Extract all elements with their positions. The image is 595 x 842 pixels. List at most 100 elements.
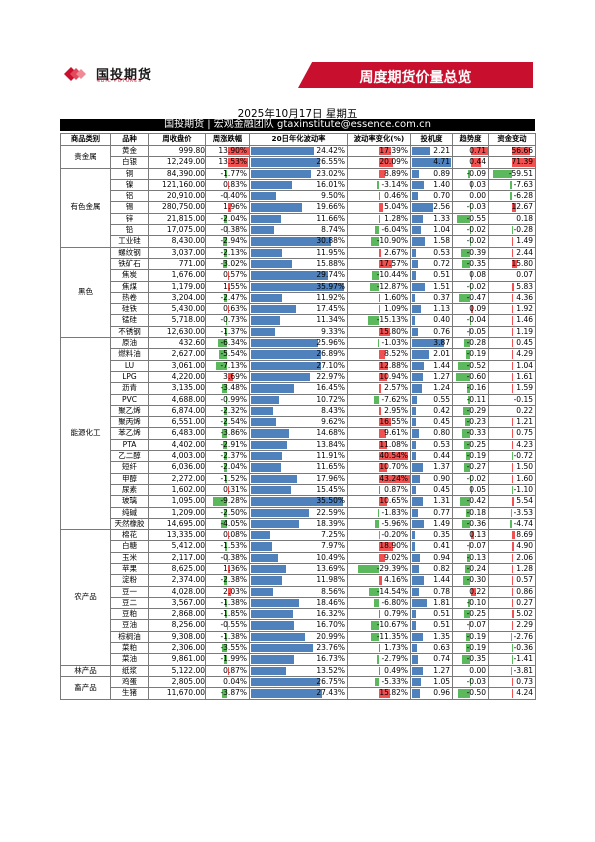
- cell-value: 13.84%: [316, 439, 345, 449]
- header-speculation: 投机度: [410, 133, 453, 146]
- cell-value: 56.66: [511, 146, 533, 155]
- cell-value: -1.41: [513, 654, 533, 664]
- capital-flow: 0.07: [488, 269, 536, 282]
- product-name: 尿素: [110, 483, 149, 497]
- data-bar: [464, 610, 471, 619]
- close-price: 771.00: [148, 257, 206, 271]
- cell-value: 13.52%: [316, 665, 345, 675]
- data-bar: [412, 677, 421, 687]
- volatility-change: 2.67%: [347, 246, 411, 259]
- weekly-change: 0.83%: [205, 178, 250, 192]
- cell-value: 0.77: [433, 507, 450, 517]
- cell-value: 0.44: [469, 157, 486, 167]
- data-bar: [461, 519, 471, 529]
- data-bar: [251, 339, 319, 348]
- cell-value: 1.44: [433, 575, 450, 585]
- cell-value: 0.87%: [384, 484, 408, 494]
- volatility-change: 8.52%: [347, 348, 411, 361]
- trend-degree: 0.05: [452, 483, 489, 497]
- cell-value: -2.38%: [220, 575, 247, 585]
- volatility-20d: 13.52%: [249, 664, 348, 677]
- data-bar: [251, 271, 328, 280]
- cell-value: 0.31%: [223, 484, 247, 494]
- volatility-change: -6.04%: [347, 224, 411, 237]
- header-capital-flow: 资金变动: [488, 133, 536, 146]
- product-name: 菜粕: [110, 642, 149, 655]
- cell-value: -0.25: [466, 609, 486, 619]
- volatility-change: -6.80%: [347, 596, 411, 610]
- capital-flow: 15.80: [488, 257, 536, 271]
- cell-value: 2.44: [516, 247, 533, 257]
- volatility-20d: 7.25%: [249, 529, 348, 542]
- close-price: 5,718.00: [148, 314, 206, 327]
- cell-value: 0.08%: [223, 530, 247, 540]
- data-bar: [412, 610, 417, 619]
- volatility-change: -5.96%: [347, 517, 411, 531]
- speculation-ratio: 4.71: [410, 156, 453, 169]
- volatility-20d: 26.55%: [249, 156, 348, 169]
- data-bar: [379, 203, 383, 212]
- data-bar: [412, 632, 424, 642]
- trend-degree: -0.02: [452, 224, 489, 237]
- volatility-change: -1.83%: [347, 506, 411, 519]
- capital-flow: 1.92: [488, 303, 536, 316]
- capital-flow: -2.76: [488, 630, 536, 644]
- data-bar: [509, 180, 512, 190]
- table-row: LPG 4,220.00 3.69% 22.97% 10.94% 1.27 -0.60 1.6…: [61, 370, 536, 384]
- volatility-change: -10.44%: [347, 269, 411, 282]
- volatility-20d: 13.84%: [249, 438, 348, 452]
- cell-value: 15.80%: [379, 326, 408, 336]
- speculation-ratio: 0.51: [410, 269, 453, 282]
- product-name: 铅: [110, 224, 149, 237]
- trend-degree: -0.03: [452, 201, 489, 214]
- table-row: 铁矿石 771.00 -3.02% 15.88% 17.57% 0.72 -0.35 15.8…: [61, 257, 536, 271]
- trend-degree: -0.29: [452, 404, 489, 418]
- cell-value: 0.83%: [223, 179, 247, 189]
- cell-value: 4.16%: [384, 575, 408, 585]
- cell-value: -0.16: [466, 383, 486, 393]
- cell-value: 16.01%: [316, 179, 345, 189]
- close-price: 8,430.00: [148, 235, 206, 248]
- capital-flow: 1.60: [488, 472, 536, 485]
- category-cell: 黑色: [60, 246, 111, 339]
- close-price: 8,625.00: [148, 562, 206, 576]
- product-name: 螺纹钢: [110, 246, 149, 259]
- cell-value: -0.35: [466, 258, 486, 268]
- data-bar: [379, 610, 380, 619]
- cell-value: 1.60%: [384, 292, 408, 302]
- cell-value: -0.05: [466, 326, 486, 336]
- cell-value: 5.83: [516, 281, 533, 291]
- data-bar: [379, 305, 380, 314]
- cell-value: 18.90%: [379, 541, 408, 551]
- table-row: 棕榈油 9,308.00 -1.38% 20.99% -11.35% 1.35 -0.19 -…: [61, 630, 536, 644]
- speculation-ratio: 0.94: [410, 551, 453, 564]
- data-bar: [221, 689, 228, 698]
- cell-value: -0.33: [466, 428, 486, 438]
- weekly-change: -3.87%: [205, 687, 250, 700]
- product-name: 铜: [110, 167, 149, 180]
- trend-degree: -0.02: [452, 280, 489, 293]
- speculation-ratio: 1.27: [410, 370, 453, 384]
- cell-value: 1.92: [516, 304, 533, 314]
- close-price: 5,412.00: [148, 540, 206, 553]
- data-bar: [512, 158, 535, 167]
- speculation-ratio: 2.01: [410, 348, 453, 361]
- weekly-change: -2.04%: [205, 461, 250, 474]
- cell-value: 0.08: [469, 270, 486, 280]
- close-price: 2,374.00: [148, 574, 206, 587]
- data-bar: [512, 203, 517, 212]
- cell-value: 0.71: [469, 146, 486, 155]
- capital-flow: 71.39: [488, 156, 536, 169]
- trend-degree: -0.11: [452, 393, 489, 406]
- cell-value: 0.51: [433, 609, 450, 619]
- weekly-change: -7.13%: [205, 359, 250, 372]
- cell-value: 23.76%: [316, 643, 345, 653]
- weekly-change: -0.55%: [205, 619, 250, 632]
- weekly-change: -0.38%: [205, 224, 250, 237]
- data-bar: [251, 282, 345, 291]
- cell-value: 8.69: [516, 530, 533, 540]
- trend-degree: -0.18: [452, 506, 489, 519]
- cell-value: 0.70: [433, 191, 450, 201]
- cell-value: 10.72%: [316, 394, 345, 404]
- cell-value: -14.54%: [376, 586, 408, 596]
